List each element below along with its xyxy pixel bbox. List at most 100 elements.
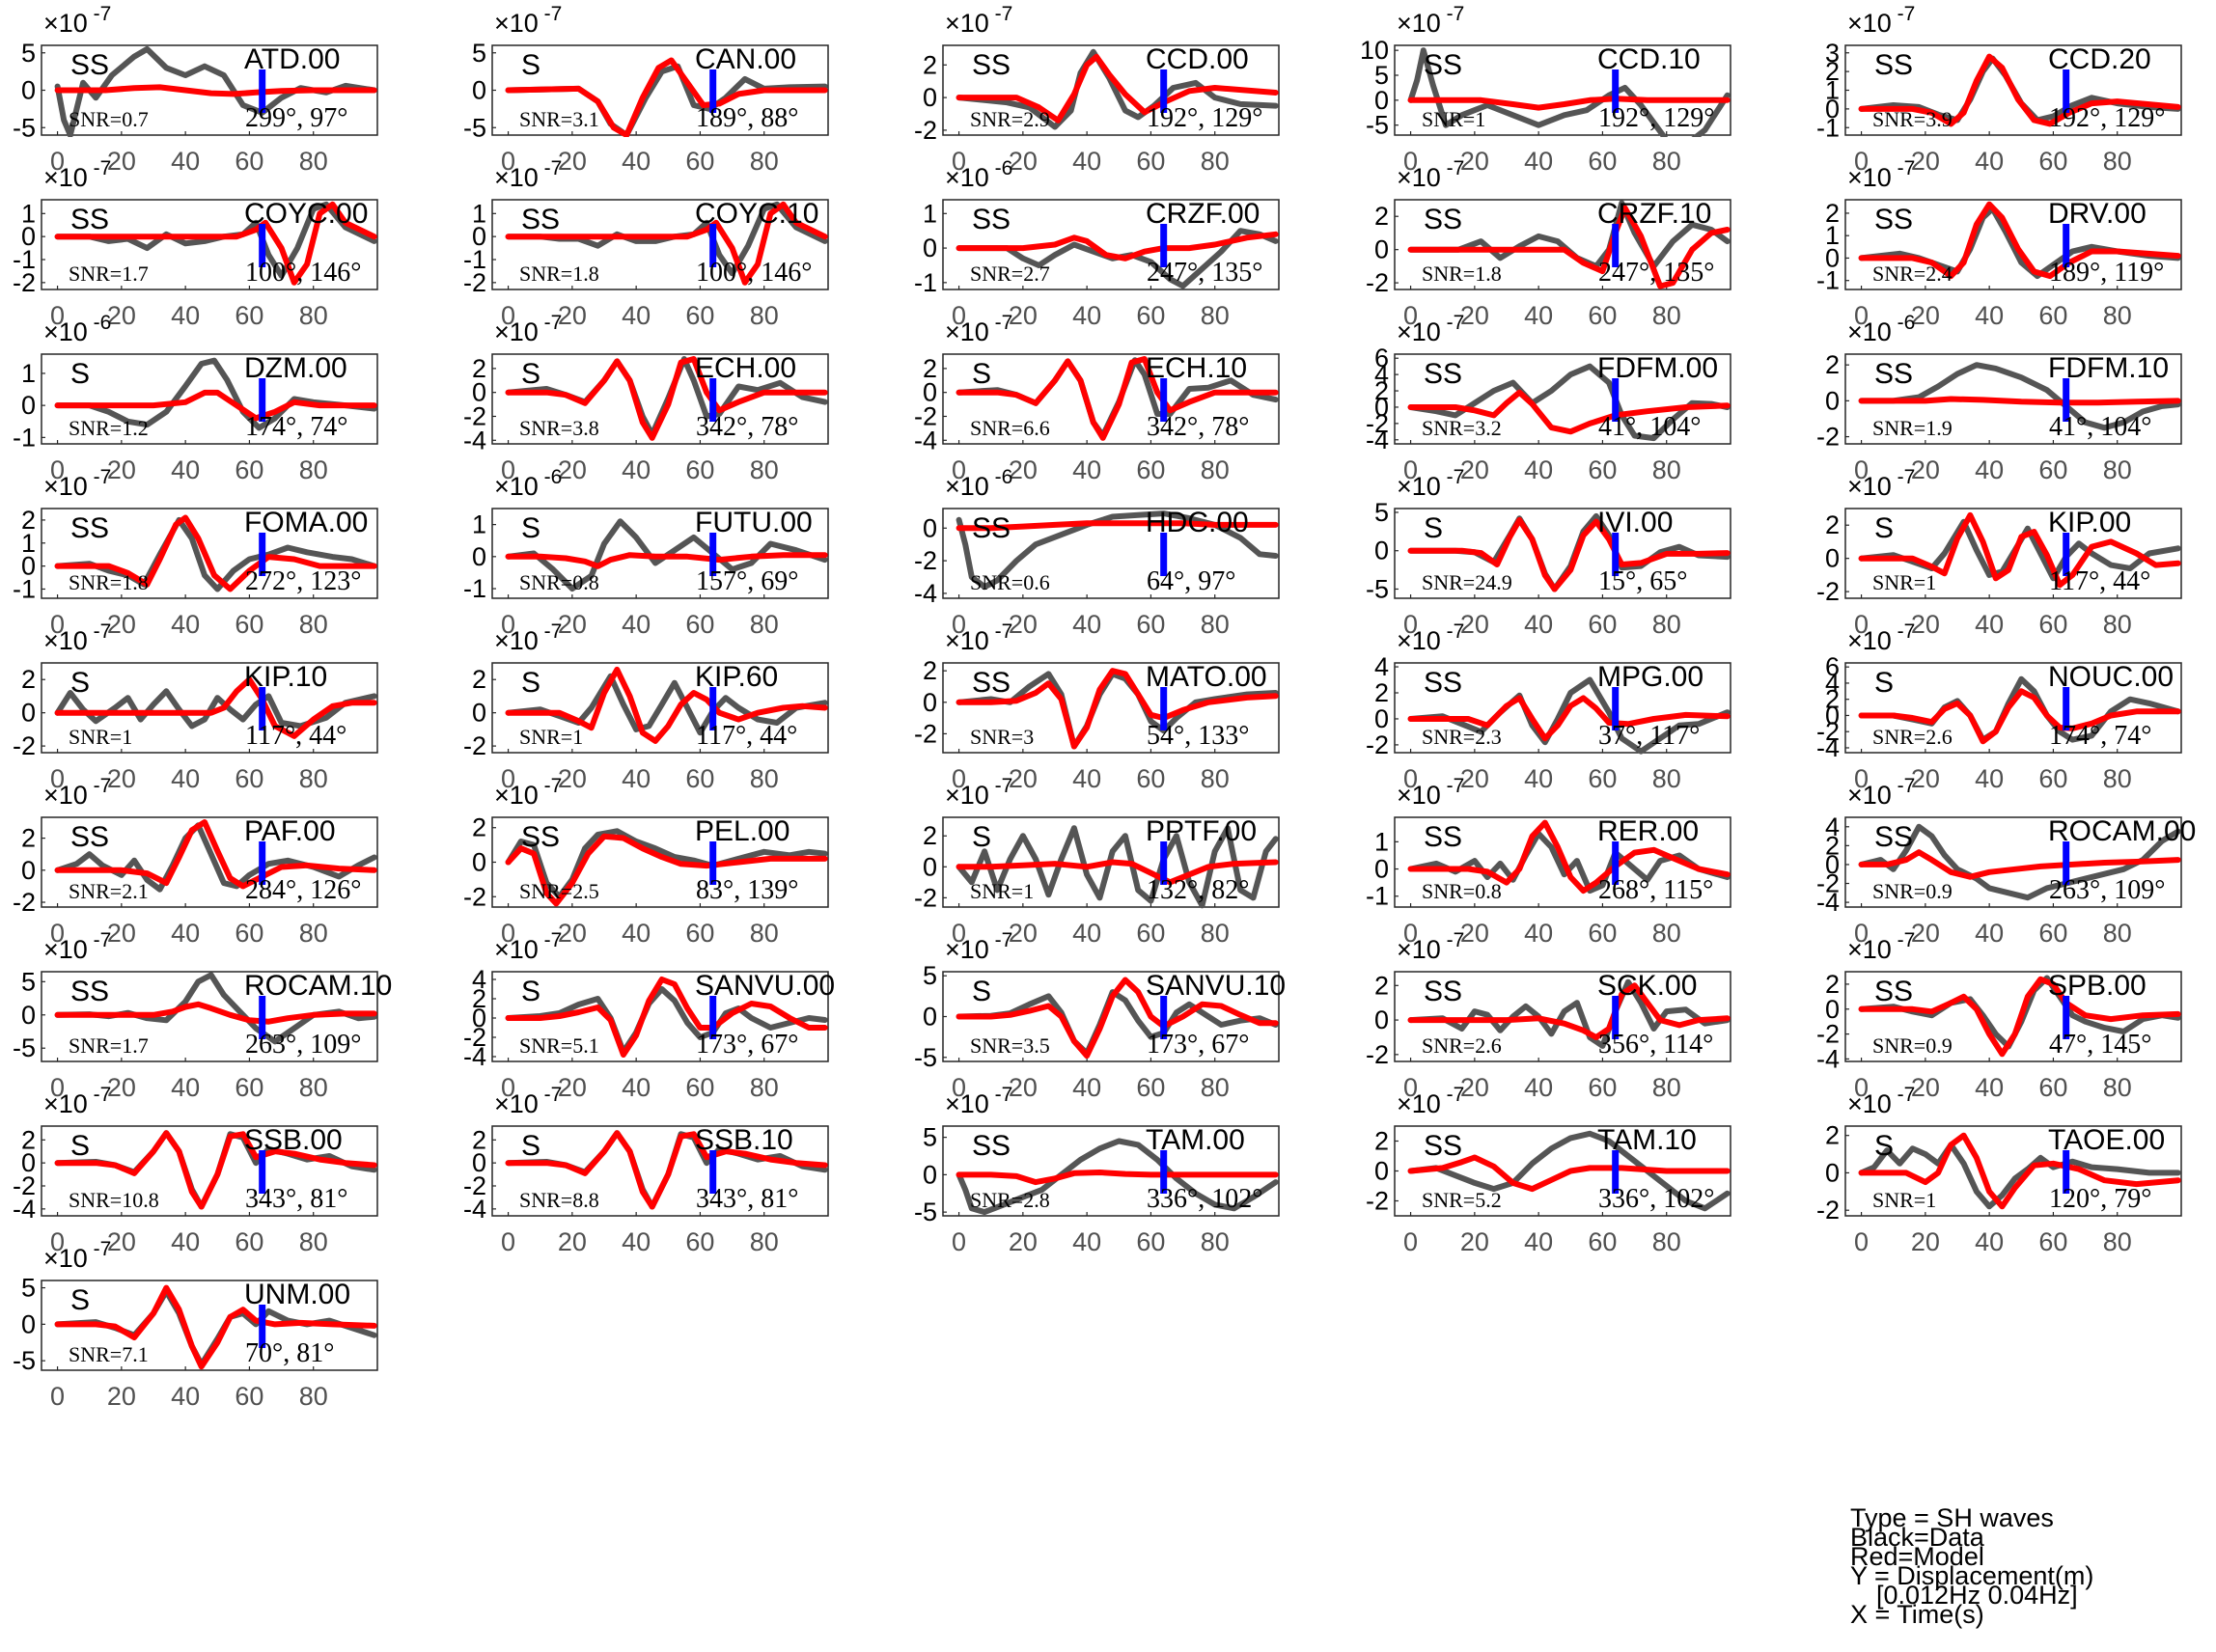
snr-label: SNR=1.7	[69, 262, 149, 286]
station-label: KIP.00	[2048, 507, 2131, 538]
x-tick-label: 40	[1975, 764, 2004, 793]
station-label: CRZF.00	[1146, 198, 1260, 230]
y-tick-label: 2	[1825, 510, 1840, 539]
y-tick-label: 0	[1825, 1158, 1840, 1187]
model-waveform	[1858, 201, 2181, 280]
x-tick-label: 20	[1460, 764, 1489, 793]
x-tick-label: 0	[1854, 919, 1869, 948]
y-tick-label: 0	[1374, 86, 1389, 115]
y-tick-label: 6	[1374, 344, 1389, 372]
y-tick-label: -2	[1816, 869, 1840, 898]
x-tick-label: 0	[1854, 1227, 1869, 1256]
x-tick-label: 0	[952, 1227, 966, 1256]
panel-unm-00: 0 20 40 60 80 5 0 -5 ×10 -7 UNM.00 S SNR=7.1 70°, 81…	[13, 1238, 378, 1411]
snr-label: SNR=2.7	[970, 262, 1050, 286]
station-label: UNM.00	[244, 1279, 350, 1310]
plot-frame	[41, 1125, 378, 1217]
plot-frame	[1844, 508, 2182, 599]
plot-frame	[1844, 971, 2182, 1062]
model-waveform	[956, 977, 1279, 1060]
snr-label: SNR=6.6	[970, 416, 1050, 440]
snr-label: SNR=2.4	[1872, 262, 1953, 286]
y-tick-label: 6	[1825, 652, 1840, 681]
y-exponent-label: ×10 -7	[43, 157, 111, 192]
data-waveform	[1407, 676, 1731, 755]
x-tick-label: 80	[299, 147, 328, 176]
y-tick-label: -2	[914, 719, 937, 748]
x-tick-label: 40	[171, 764, 200, 793]
angles-label: 41°, 104°	[1598, 412, 1701, 442]
y-tick-label: 0	[1825, 850, 1840, 879]
y-tick-label: 0	[923, 852, 937, 881]
y-exponent-label: ×10 -6	[1847, 312, 1915, 346]
x-tick-label: 20	[1009, 1073, 1038, 1102]
y-tick-label: -1	[13, 423, 36, 452]
phase-label: SS	[1424, 358, 1462, 390]
x-tick-label: 20	[107, 455, 136, 484]
y-exponent-label: ×10 -7	[1397, 157, 1464, 192]
phase-label: S	[70, 1130, 90, 1162]
angles-label: 343°, 81°	[696, 1184, 798, 1214]
phase-label: S	[1874, 667, 1894, 699]
snr-label: SNR=2.9	[970, 107, 1050, 131]
model-waveform	[956, 1170, 1279, 1186]
snr-label: SNR=7.1	[69, 1342, 149, 1366]
panel-atd-00: 0 20 40 60 80 5 0 -5 ×10 -7 ATD.00 SS SNR=0.7 299°, …	[13, 3, 378, 176]
plot-frame	[41, 353, 378, 445]
x-tick-label: 40	[1975, 455, 2004, 484]
model-waveform	[505, 552, 828, 569]
phase-label: SS	[1424, 976, 1462, 1007]
y-tick-label: -2	[463, 731, 486, 760]
x-tick-label: 20	[1460, 301, 1489, 330]
y-tick-label: 0	[21, 699, 36, 728]
angles-label: 15°, 65°	[1598, 566, 1687, 596]
plot-frame	[41, 1280, 378, 1371]
x-tick-label: 20	[107, 764, 136, 793]
y-tick-label: 2	[923, 50, 937, 79]
y-exponent-label: ×10 -7	[1397, 3, 1464, 38]
snr-label: SNR=0.8	[1422, 879, 1502, 903]
y-tick-label: 2	[1374, 1127, 1389, 1156]
x-tick-label: 80	[1652, 455, 1681, 484]
x-tick-label: 60	[2038, 301, 2067, 330]
y-tick-label: 5	[923, 1123, 937, 1152]
x-tick-label: 0	[1403, 301, 1418, 330]
phase-label: S	[972, 358, 991, 390]
x-tick-label: 60	[1136, 1227, 1165, 1256]
model-waveform	[1858, 1132, 2181, 1210]
y-tick-label: -4	[463, 426, 486, 454]
station-label: FUTU.00	[695, 507, 813, 538]
plot-frame	[491, 971, 829, 1062]
phase-label: SS	[1874, 358, 1913, 390]
y-tick-label: 4	[1374, 652, 1389, 681]
x-tick-label: 60	[1136, 919, 1165, 948]
y-tick-label: 0	[923, 234, 937, 262]
y-exponent-label: ×10 -7	[43, 466, 111, 501]
angles-label: 157°, 69°	[696, 566, 798, 596]
x-tick-label: 40	[1975, 1073, 2004, 1102]
x-tick-label: 80	[1652, 610, 1681, 639]
x-tick-label: 40	[1072, 919, 1101, 948]
x-tick-label: 0	[952, 455, 966, 484]
y-tick-label: -2	[1366, 730, 1389, 759]
x-tick-label: 60	[2038, 1073, 2067, 1102]
plot-frame	[942, 816, 1280, 908]
y-tick-label: 2	[923, 354, 937, 383]
angles-label: 247°, 135°	[1147, 258, 1262, 288]
panel-rocam-10: 0 20 40 60 80 5 0 -5 ×10 -7 ROCAM.10 SS SNR=1.7 263°…	[13, 929, 392, 1102]
panel-tam-00: 0 20 40 60 80 5 0 -5 ×10 -7 TAM.00 SS SNR=2.8 336°, …	[914, 1084, 1280, 1256]
station-label: CRZF.10	[1597, 198, 1711, 230]
y-tick-label: 2	[21, 1125, 36, 1154]
angles-label: 336°, 102°	[1598, 1184, 1714, 1214]
x-tick-label: 80	[1652, 919, 1681, 948]
y-tick-label: 0	[472, 1148, 486, 1177]
x-tick-label: 0	[50, 919, 65, 948]
x-tick-label: 40	[171, 301, 200, 330]
y-tick-label: 1	[1374, 827, 1389, 856]
